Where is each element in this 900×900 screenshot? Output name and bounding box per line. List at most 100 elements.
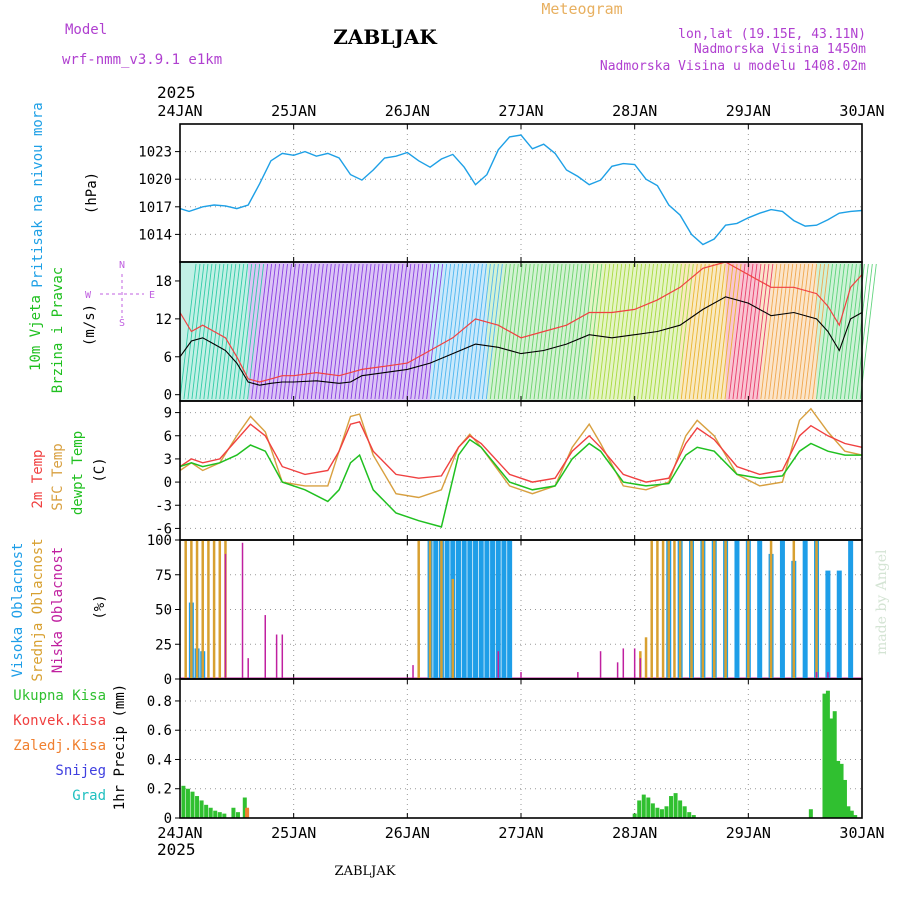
wind-barb [318,263,336,400]
wind-barb [294,263,312,400]
wind-barb [720,263,738,400]
wind-barb [350,263,368,400]
cloud-bar [478,540,484,679]
cloud-bar [417,540,420,679]
precip-legend-item: Snijeg [55,763,106,779]
wind-barb [728,263,746,400]
wind-barb [247,263,265,400]
wind-barb [465,263,483,400]
precip-bar [650,803,655,818]
wind-barb [473,263,491,400]
wind-barb [382,263,400,400]
wind-barb [688,263,706,400]
wind-barb [438,263,456,400]
wind-barb [271,263,288,400]
y-tick-label: 1023 [138,145,172,161]
temp-label-2m: 2m Temp [30,449,46,508]
precip-legend-item: Konvek.Kisa [13,713,106,729]
y-tick-label: 9 [164,406,172,422]
wind-barb [279,263,296,400]
temp-label-sfc: SFC Temp [50,443,66,510]
wind-barb [569,263,587,400]
wind-barb [346,263,364,400]
compass-south: S [119,318,125,329]
temp-label-dewpt: dewpt Temp [70,431,86,515]
cloud-bar [678,540,682,679]
precip-bar [664,806,669,818]
cloud-panel: 0 25 50 75 100 [147,533,863,688]
wind-barb [489,263,507,400]
y-tick-label: 6 [164,350,172,366]
precip-bar [185,788,190,818]
cloud-bar [275,634,278,679]
y-tick-label: 100 [147,533,172,549]
wind-barb [585,263,603,400]
wind-barb [462,263,479,400]
wind-barb [577,263,595,400]
cloud-bar [827,672,829,679]
wind-barb [712,263,730,400]
cloud-bar [757,540,763,679]
precip-bar [825,690,830,818]
wind-barb [855,263,873,400]
pressure-ylabel: Pritisak na nivou mora [30,102,46,287]
precip-bar [691,815,696,818]
y-tick-label: 0 [164,388,172,404]
wind-barb [581,263,599,400]
wind-ylabel-2: Brzina i Pravac [50,267,66,393]
wind-barb [736,263,754,400]
wind-barb [748,263,766,400]
wind-barb [565,263,583,400]
panel-frame [179,678,863,819]
wind-barb [788,263,806,400]
wind-barb [442,263,460,400]
wind-barb [497,263,515,400]
y-tick-label: 0.2 [147,782,172,798]
model-label: Model [65,22,107,38]
wind-barb [235,263,253,400]
precip-bar [217,812,222,818]
cloud-bar [616,662,619,679]
compass-west: W [85,290,92,301]
wind-barb [692,263,710,400]
y-tick-label: 1020 [138,172,172,188]
wind-barb [227,263,245,400]
cloud-bar [633,648,636,679]
cloud-bar [195,540,199,679]
date-tick-top: 25JAN [271,102,316,120]
wind-barb [358,263,376,400]
wind-barb [418,263,436,400]
wind-speed-line [179,296,863,386]
wind-band [293,262,431,401]
cloud-bar [484,540,490,679]
wind-barb [513,263,531,400]
cloud-bar [184,540,187,679]
y-tick-label: -3 [155,498,172,514]
cloud-bar [650,540,653,679]
cloud-bar [792,540,796,679]
cloud-bar [836,570,842,679]
cloud-bar [218,540,222,679]
wind-barb [684,263,702,400]
wind-barb [633,263,650,400]
wind-barb [812,263,830,400]
cloud-bar [241,542,244,679]
precip-bar [208,807,213,818]
precip-bar [213,810,218,818]
cloud-label-mid: Srednja Oblacnost [30,538,46,681]
wind-gust-line [179,261,863,383]
model-elevation-label: Nadmorska Visina u modelu 1408.02m [600,59,866,74]
wind-barb [776,263,794,400]
wind-barb [589,263,607,400]
precip-legend: Ukupna Kisa Konvek.Kisa Zaledj.Kisa Snijeg G… [13,688,106,804]
wind-barb [414,263,432,400]
wind-barb [704,263,722,400]
cloud-bar [656,540,659,679]
y-tick-label: 25 [155,637,172,653]
y-tick-label: -6 [155,521,172,537]
y-tick-label: 1014 [138,227,172,243]
wind-barb [672,263,690,400]
cloud-bar [639,658,642,679]
date-tick-bottom: 25JAN [271,824,316,842]
wind-band [759,262,817,401]
